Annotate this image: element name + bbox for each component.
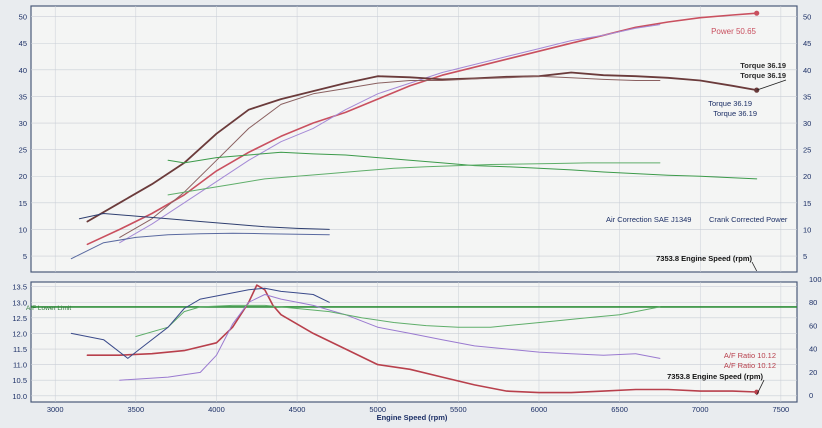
air-correction-label: Air Correction SAE J1349 xyxy=(606,215,691,224)
bottom-af_purple-line xyxy=(119,294,661,381)
x-tick-label: 5000 xyxy=(369,405,386,414)
top-y-tick-label-left: 30 xyxy=(19,119,27,128)
top-torque_a-line xyxy=(86,71,758,223)
x-tick-label: 5500 xyxy=(450,405,467,414)
bottom-y-tick-label-left: 13.5 xyxy=(12,283,27,292)
top-y-tick-label-right: 20 xyxy=(803,172,811,181)
bottom-plot-panel xyxy=(30,281,798,403)
af-lower-limit-label: A/F Lower Limit xyxy=(26,305,71,312)
x-tick-label: 3000 xyxy=(47,405,64,414)
x-tick-label: 6000 xyxy=(531,405,548,414)
af-ratio-label-1: A/F Ratio 10.12 xyxy=(724,351,776,360)
bottom-y-tick-label-right: 80 xyxy=(809,298,817,307)
torque-label-top-1: Torque 36.19 xyxy=(740,61,786,70)
bottom-af_green-line xyxy=(135,304,661,337)
bottom-y-tick-label-left: 11.5 xyxy=(13,345,27,354)
bottom-y-tick-label-right: 60 xyxy=(809,321,817,330)
top-y-tick-label-left: 10 xyxy=(19,225,27,234)
top-y-tick-label-left: 5 xyxy=(23,252,27,261)
power-label: Power 50.65 xyxy=(711,27,756,36)
top-y-tick-label-left: 25 xyxy=(19,146,27,155)
top-power_b-line xyxy=(119,24,661,244)
x-tick-label: 3500 xyxy=(127,405,144,414)
torque-label-top-2: Torque 36.19 xyxy=(740,71,786,80)
x-tick-label: 7000 xyxy=(692,405,709,414)
bottom-af_red-line xyxy=(86,284,758,394)
top-y-tick-label-left: 50 xyxy=(19,13,27,22)
top-y-tick-label-left: 15 xyxy=(19,199,27,208)
top-green_b-line xyxy=(167,162,661,196)
top-green_a-line xyxy=(167,151,758,180)
torque-leader xyxy=(756,79,787,91)
top-torque_b-line xyxy=(119,75,661,238)
x-tick-label: 6500 xyxy=(611,405,628,414)
bottom-y-tick-label-left: 12.5 xyxy=(12,314,27,323)
x-tick-label: 7500 xyxy=(773,405,790,414)
bottom-y-tick-label-left: 13.0 xyxy=(12,298,27,307)
top-y-tick-label-right: 45 xyxy=(803,39,811,48)
bottom-y-tick-label-right: 20 xyxy=(809,368,817,377)
bottom-y-tick-label-left: 12.0 xyxy=(12,329,27,338)
top-y-tick-label-left: 20 xyxy=(19,172,27,181)
top-y-tick-label-right: 35 xyxy=(803,92,811,101)
top-blue_b-line xyxy=(70,232,330,260)
top-plot-panel xyxy=(30,5,798,273)
top-y-tick-label-right: 15 xyxy=(803,199,811,208)
torque-label-bottom-1: Torque 36.19 xyxy=(708,99,752,108)
engine-speed-label-bottom: 7353.8 Engine Speed (rpm) xyxy=(667,372,763,381)
torque-label-bottom-2: Torque 36.19 xyxy=(713,109,757,118)
crank-corrected-label: Crank Corrected Power xyxy=(709,215,788,224)
engine-speed-leader-top xyxy=(751,261,758,272)
bottom-y-tick-label-left: 10.5 xyxy=(12,376,27,385)
bottom-y-tick-label-left: 10.0 xyxy=(12,392,27,401)
top-blue_a-line xyxy=(78,213,330,230)
top-y-tick-label-right: 25 xyxy=(803,146,811,155)
bottom-af_blue-line xyxy=(70,287,330,359)
engine-speed-leader-bottom xyxy=(756,379,765,396)
top-y-tick-label-right: 30 xyxy=(803,119,811,128)
bottom-y-tick-label-right: 100 xyxy=(809,275,822,284)
x-tick-label: 4000 xyxy=(208,405,225,414)
top-y-tick-label-left: 35 xyxy=(19,92,27,101)
bottom-y-tick-label-right: 40 xyxy=(809,345,817,354)
power-end-marker xyxy=(754,10,760,16)
top-y-tick-label-right: 10 xyxy=(803,225,811,234)
bottom-y-tick-label-right: 0 xyxy=(809,391,813,400)
top-y-tick-label-right: 50 xyxy=(803,13,811,22)
top-y-tick-label-right: 5 xyxy=(803,252,807,261)
top-y-tick-label-right: 40 xyxy=(803,66,811,75)
x-axis-title: Engine Speed (rpm) xyxy=(377,413,448,422)
top-y-tick-label-left: 40 xyxy=(19,66,27,75)
x-tick-label: 4500 xyxy=(289,405,306,414)
bottom-y-tick-label-left: 11.0 xyxy=(13,361,27,370)
top-y-tick-label-left: 45 xyxy=(19,39,27,48)
af-ratio-label-2: A/F Ratio 10.12 xyxy=(724,361,776,370)
engine-speed-label-top: 7353.8 Engine Speed (rpm) xyxy=(656,254,752,263)
